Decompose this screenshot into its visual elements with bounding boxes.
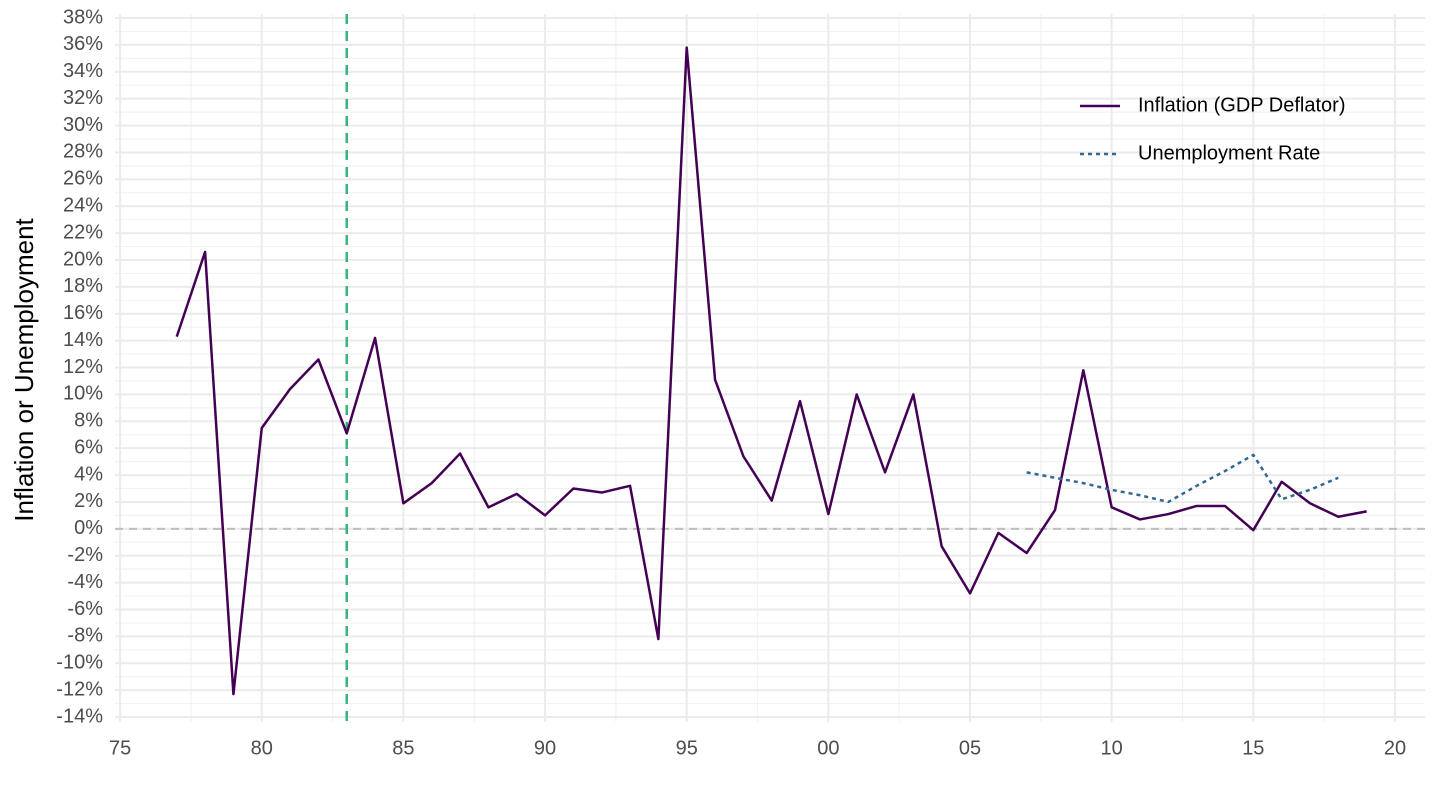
x-tick-label: 80 xyxy=(251,737,273,759)
y-tick-label: 16% xyxy=(63,302,103,324)
y-tick-label: 20% xyxy=(63,248,103,270)
y-tick-label: 30% xyxy=(63,114,103,136)
y-tick-label: 18% xyxy=(63,275,103,297)
y-tick-label: 2% xyxy=(74,490,103,512)
y-tick-label: -4% xyxy=(67,571,103,593)
y-tick-label: -12% xyxy=(56,678,103,700)
y-tick-label: 34% xyxy=(63,60,103,82)
y-tick-label: 10% xyxy=(63,383,103,405)
y-tick-label: 12% xyxy=(63,356,103,378)
y-tick-label: -10% xyxy=(56,652,103,674)
y-tick-label: 22% xyxy=(63,221,103,243)
x-tick-label: 90 xyxy=(534,737,556,759)
y-tick-label: 8% xyxy=(74,410,103,432)
y-tick-label: 26% xyxy=(63,168,103,190)
y-tick-label: -8% xyxy=(67,625,103,647)
x-tick-label: 05 xyxy=(959,737,981,759)
y-tick-label: 6% xyxy=(74,436,103,458)
y-tick-label: 24% xyxy=(63,195,103,217)
x-tick-label: 20 xyxy=(1384,737,1406,759)
x-tick-label: 00 xyxy=(817,737,839,759)
x-tick-label: 95 xyxy=(676,737,698,759)
y-tick-label: 4% xyxy=(74,463,103,485)
y-tick-label: -2% xyxy=(67,544,103,566)
x-tick-label: 10 xyxy=(1101,737,1123,759)
y-tick-label: 14% xyxy=(63,329,103,351)
x-tick-label: 15 xyxy=(1242,737,1264,759)
y-tick-label: 38% xyxy=(63,6,103,28)
y-tick-label: 0% xyxy=(74,517,103,539)
y-tick-label: 28% xyxy=(63,141,103,163)
y-axis-title: Inflation or Unemployment xyxy=(9,217,39,521)
y-tick-label: 32% xyxy=(63,87,103,109)
y-tick-label: -6% xyxy=(67,598,103,620)
grid xyxy=(115,14,1425,722)
y-tick-label: -14% xyxy=(56,705,103,727)
x-tick-label: 85 xyxy=(392,737,414,759)
line-series xyxy=(175,46,1367,696)
x-tick-label: 75 xyxy=(109,737,131,759)
legend-label: Unemployment Rate xyxy=(1138,142,1320,164)
legend-label: Inflation (GDP Deflator) xyxy=(1138,94,1346,116)
y-tick-label: 36% xyxy=(63,33,103,55)
line-series xyxy=(1026,453,1339,504)
